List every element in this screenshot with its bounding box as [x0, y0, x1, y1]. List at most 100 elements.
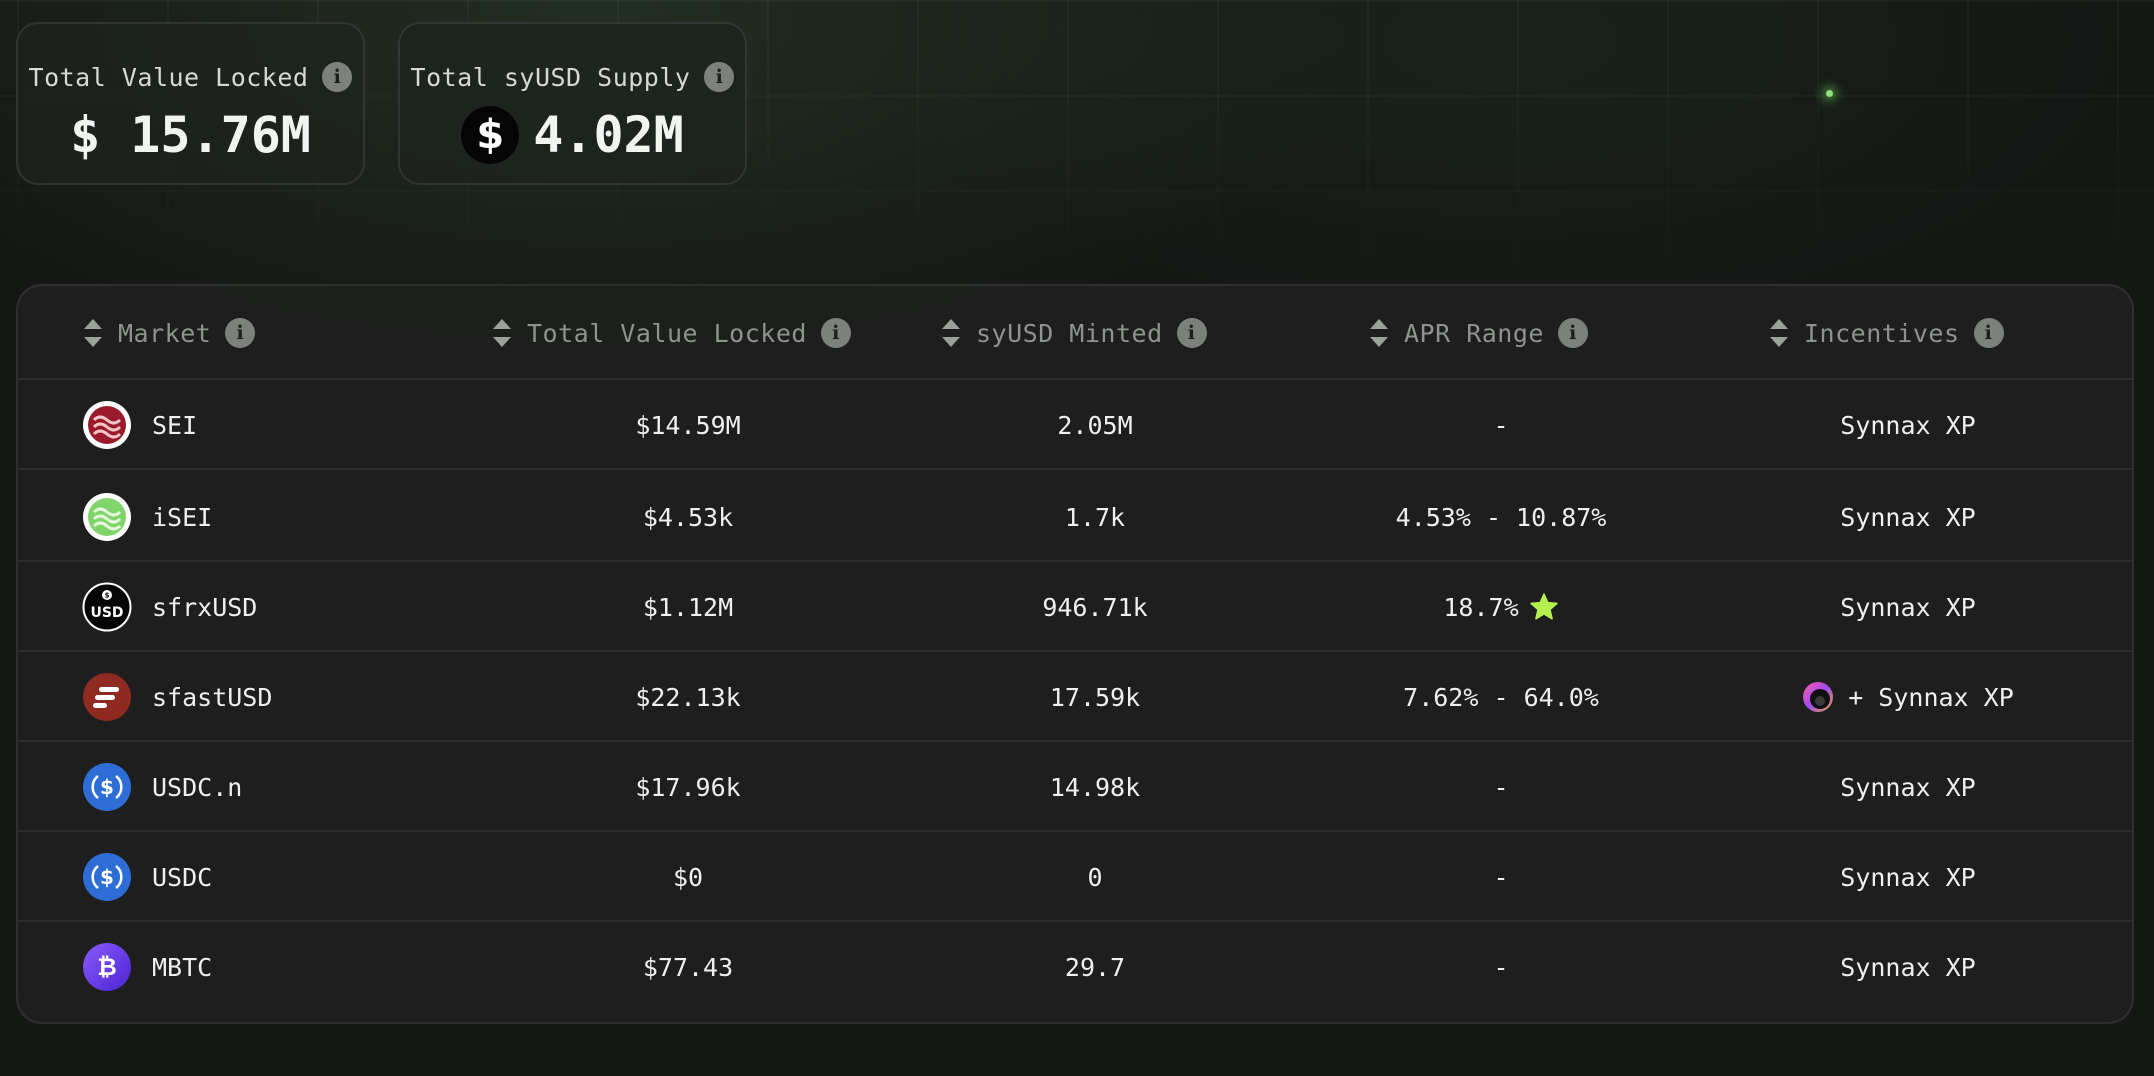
apr-cell: 18.7% — [1301, 562, 1701, 652]
stat-label-row: Total Value Locked i — [18, 62, 363, 92]
info-icon[interactable]: i — [1973, 318, 2004, 348]
incentives-cell: Synnax XP — [1840, 862, 1976, 892]
market-name: USDC — [152, 862, 213, 892]
column-header-market[interactable]: Market i — [82, 286, 256, 380]
market-name: sfastUSD — [152, 682, 273, 712]
column-header-label: Incentives — [1804, 318, 1960, 348]
incentives-cell: Synnax XP — [1840, 952, 1976, 982]
market-name: USDC.n — [152, 772, 243, 802]
info-icon[interactable]: i — [704, 62, 735, 92]
market-cell: iSEI — [82, 472, 212, 562]
table-row[interactable]: $ USDC.n $17.96k 14.98k - Synnax XP — [18, 742, 2132, 832]
table-row[interactable]: SEI $14.59M 2.05M - Synnax XP — [18, 380, 2132, 470]
apr-value: 18.7% — [1443, 592, 1519, 622]
isei-logo-icon — [83, 493, 131, 541]
usdc-logo-icon: $ — [83, 853, 131, 901]
table-row[interactable]: $ USD sfrxUSD $1.12M 946.71k 18.7% Synna… — [18, 562, 2132, 652]
sei-logo-icon — [83, 401, 131, 449]
sort-icon[interactable] — [1768, 317, 1790, 349]
incentives-cell: + Synnax XP — [1708, 652, 2108, 742]
usdc-logo-icon: $ — [83, 763, 131, 811]
svg-text:$: $ — [100, 865, 114, 889]
market-cell: $ USDC.n — [82, 742, 242, 832]
stat-value: $ 15.76M — [70, 106, 311, 164]
apr-cell: - — [1493, 862, 1509, 892]
market-cell: sfastUSD — [82, 652, 272, 742]
markets-table: Market i Total Value Locked i syUSD Mint… — [16, 284, 2134, 1024]
column-header-incentives[interactable]: Incentives i — [1768, 286, 2004, 380]
minted-cell: 2.05M — [1057, 410, 1133, 440]
syusd-coin-icon: $ — [461, 106, 520, 164]
column-header-label: APR Range — [1404, 318, 1544, 348]
svg-text:$: $ — [100, 775, 114, 799]
minted-cell: 17.59k — [1049, 682, 1141, 712]
tvl-cell: $1.12M — [642, 592, 734, 622]
minted-cell: 29.7 — [1064, 952, 1126, 982]
table-header: Market i Total Value Locked i syUSD Mint… — [18, 286, 2132, 380]
market-name: MBTC — [152, 952, 213, 982]
apr-cell: 7.62% - 64.0% — [1403, 682, 1599, 712]
stat-card-total-syusd-supply: Total syUSD Supply i $ 4.02M — [398, 22, 747, 185]
info-icon[interactable]: i — [1176, 318, 1207, 348]
incentives-cell: Synnax XP — [1840, 502, 1976, 532]
table-row[interactable]: ₿ MBTC $77.43 29.7 - Synnax XP — [18, 922, 2132, 1012]
sort-icon[interactable] — [82, 317, 104, 349]
info-icon[interactable]: i — [820, 318, 851, 348]
table-row[interactable]: $ USDC $0 0 - Synnax XP — [18, 832, 2132, 922]
market-cell: ₿ MBTC — [82, 922, 212, 1012]
minted-cell: 1.7k — [1064, 502, 1126, 532]
column-header-label: Market — [118, 318, 212, 348]
sfrxusd-logo-icon: $ USD — [82, 582, 132, 632]
stat-label: Total syUSD Supply — [410, 62, 691, 92]
market-name: SEI — [152, 410, 198, 440]
fast-points-icon — [1803, 682, 1834, 712]
sort-icon[interactable] — [940, 317, 962, 349]
market-name: sfrxUSD — [152, 592, 258, 622]
column-header-label: syUSD Minted — [976, 318, 1163, 348]
tvl-cell: $17.96k — [635, 772, 741, 802]
column-header-label: Total Value Locked — [527, 318, 807, 348]
tvl-cell: $0 — [672, 862, 704, 892]
sfastusd-logo-icon — [83, 673, 131, 721]
column-header-tvl[interactable]: Total Value Locked i — [491, 286, 851, 380]
svg-text:₿: ₿ — [97, 953, 117, 981]
market-cell: $ USDC — [82, 832, 212, 922]
tvl-cell: $22.13k — [635, 682, 741, 712]
stat-card-total-value-locked: Total Value Locked i $ 15.76M — [16, 22, 365, 185]
market-cell: SEI — [82, 380, 197, 470]
incentives-cell: Synnax XP — [1840, 772, 1976, 802]
sort-icon[interactable] — [1368, 317, 1390, 349]
apr-cell: - — [1493, 772, 1509, 802]
svg-text:$: $ — [105, 592, 110, 600]
star-icon — [1529, 593, 1558, 620]
incentives-cell: Synnax XP — [1840, 410, 1976, 440]
column-header-syusd-minted[interactable]: syUSD Minted i — [940, 286, 1207, 380]
stat-value-row: $ 4.02M — [400, 106, 745, 164]
incentives-label: + Synnax XP — [1848, 682, 2014, 712]
minted-cell: 0 — [1087, 862, 1103, 892]
sort-icon[interactable] — [491, 317, 513, 349]
tvl-cell: $14.59M — [635, 410, 741, 440]
table-row[interactable]: sfastUSD $22.13k 17.59k 7.62% - 64.0% + … — [18, 652, 2132, 742]
mbtc-logo-icon: ₿ — [83, 943, 131, 991]
stat-label-row: Total syUSD Supply i — [400, 62, 745, 92]
apr-cell: - — [1493, 410, 1509, 440]
info-icon[interactable]: i — [225, 318, 256, 348]
tvl-cell: $77.43 — [642, 952, 734, 982]
info-icon[interactable]: i — [1557, 318, 1588, 348]
tvl-cell: $4.53k — [642, 502, 734, 532]
info-icon[interactable]: i — [322, 62, 353, 92]
svg-text:USD: USD — [90, 605, 123, 621]
market-name: iSEI — [152, 502, 213, 532]
minted-cell: 946.71k — [1042, 592, 1148, 622]
apr-cell: - — [1493, 952, 1509, 982]
glow-dot — [1826, 90, 1833, 97]
incentives-cell: Synnax XP — [1840, 592, 1976, 622]
stat-label: Total Value Locked — [28, 62, 309, 92]
apr-cell: 4.53% - 10.87% — [1395, 502, 1607, 532]
column-header-apr-range[interactable]: APR Range i — [1368, 286, 1588, 380]
table-row[interactable]: iSEI $4.53k 1.7k 4.53% - 10.87% Synnax X… — [18, 472, 2132, 562]
stat-value: 4.02M — [533, 106, 684, 164]
minted-cell: 14.98k — [1049, 772, 1141, 802]
market-cell: $ USD sfrxUSD — [82, 562, 257, 652]
